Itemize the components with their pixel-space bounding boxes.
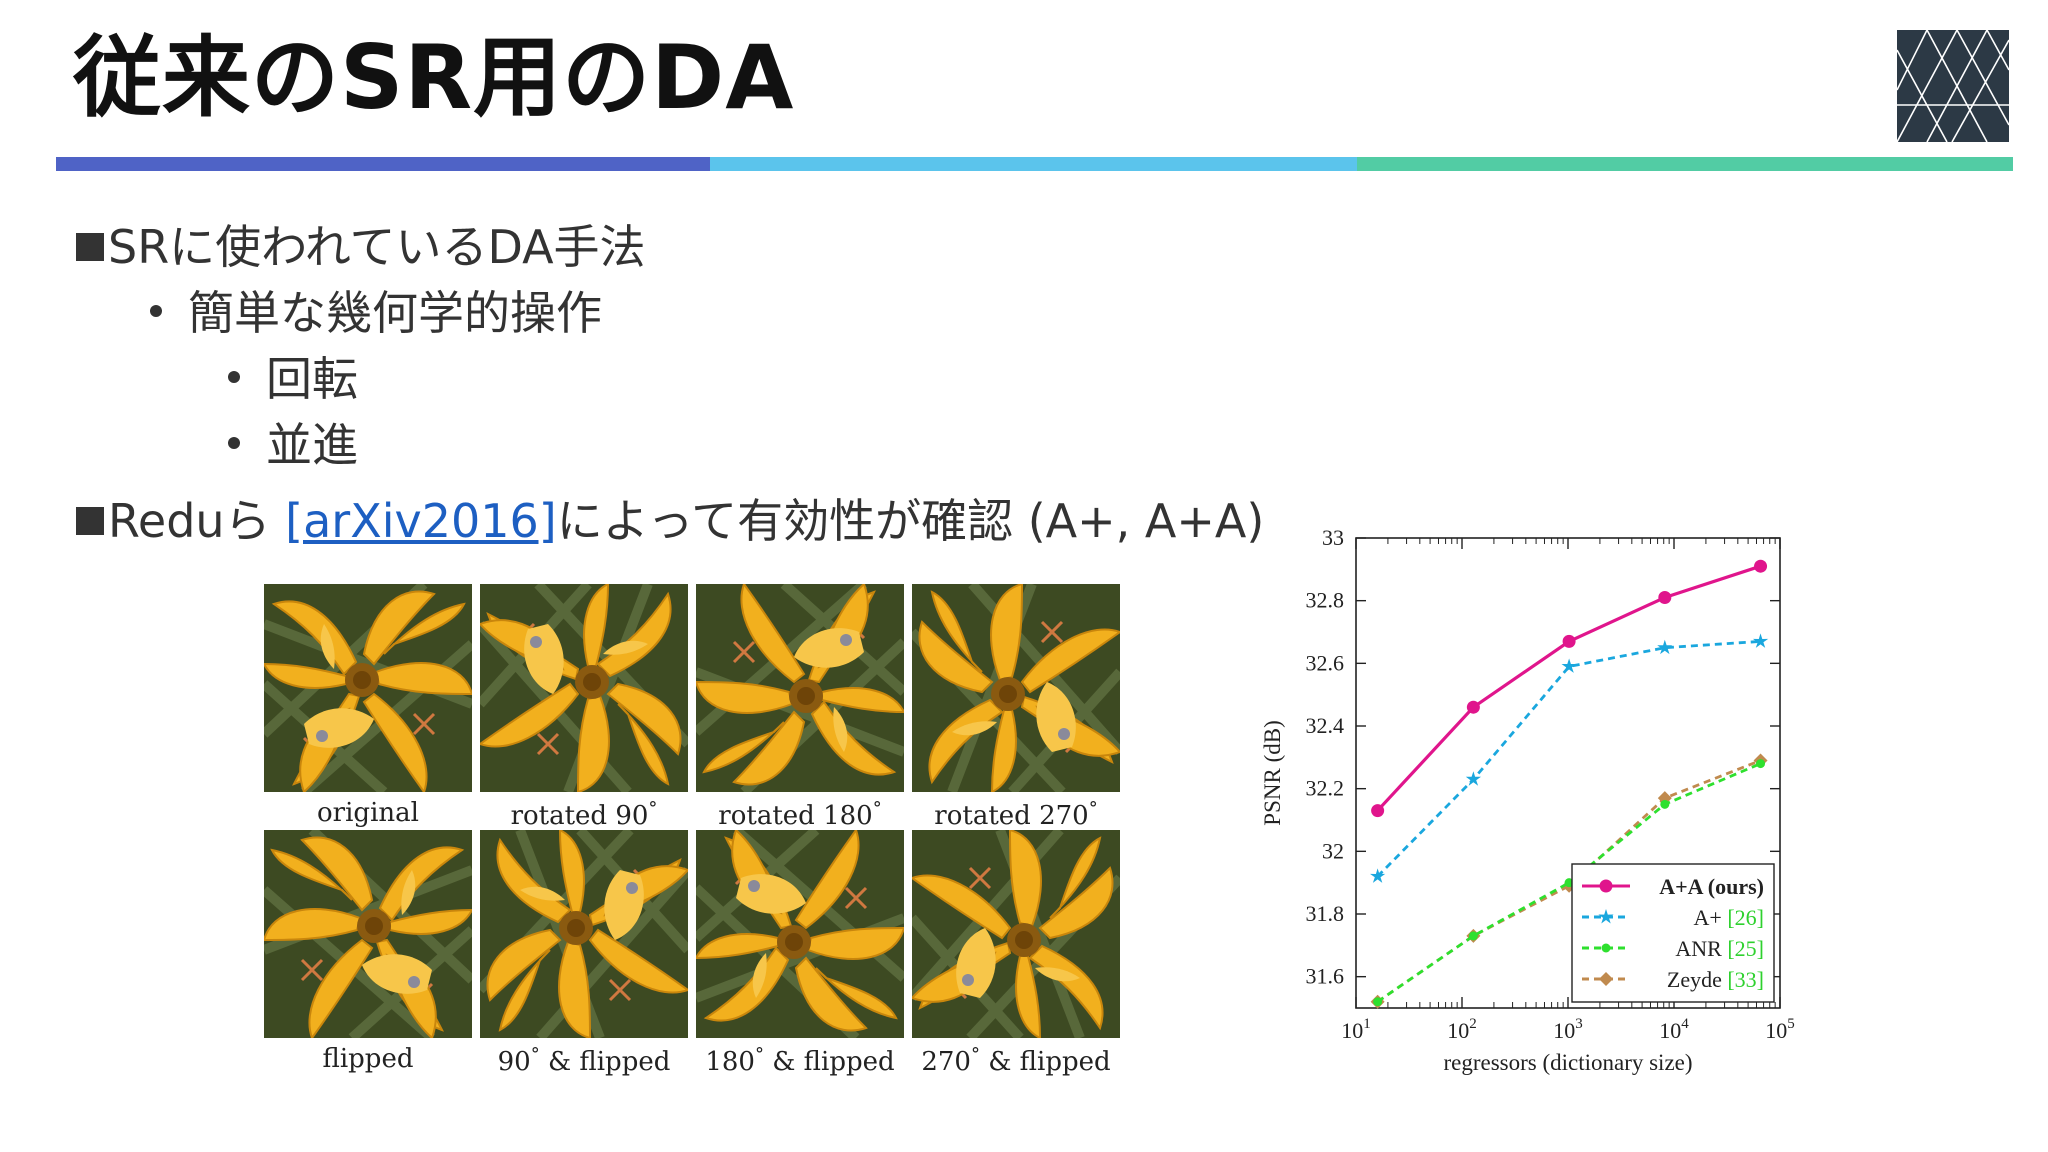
image-rotated-90	[480, 584, 688, 792]
legend-marker	[1601, 943, 1611, 953]
y-axis-label: PSNR (dB)	[1260, 720, 1285, 825]
image-90-flipped	[480, 830, 688, 1038]
accent-rule-green	[1357, 157, 2013, 171]
series-a-a-ours-	[1371, 559, 1768, 818]
data-point	[1754, 559, 1768, 573]
caption-original: original	[317, 798, 419, 828]
image-180-flipped	[696, 830, 904, 1038]
data-point	[1466, 700, 1480, 714]
y-tick-label: 31.8	[1306, 901, 1345, 926]
citation-link[interactable]: [arXiv2016]	[285, 494, 557, 548]
augmentation-figure: original rotated 90° rotated 180° rotate…	[264, 584, 1120, 1084]
data-point	[1561, 658, 1577, 673]
data-point	[1752, 633, 1769, 648]
legend-marker	[1599, 972, 1613, 986]
y-tick-label: 32	[1322, 838, 1344, 863]
y-tick-label: 32.4	[1306, 713, 1345, 738]
bullet-level3-translation: 並進	[228, 422, 358, 468]
bullet-text: 並進	[266, 418, 358, 472]
x-axis-label: regressors (dictionary size)	[1443, 1050, 1692, 1075]
caption-270-flipped: 270° & flipped	[921, 1044, 1111, 1077]
accent-rule-cyan	[710, 157, 1357, 171]
legend-label: Zeyde [33]	[1667, 967, 1764, 992]
psnr-chart: 101 102 103 104 105 31.6 31.8 32 32.2 32.4 32.6 32.…	[1260, 525, 1795, 1075]
x-tick-label: 101	[1341, 1016, 1371, 1043]
bullet-text: 簡単な幾何学的操作	[188, 286, 602, 340]
series-a-	[1370, 633, 1769, 883]
data-point	[1465, 771, 1481, 786]
image-original	[264, 584, 472, 792]
y-tick-label: 32.2	[1306, 776, 1345, 801]
data-point	[1756, 759, 1766, 769]
data-point	[1468, 931, 1478, 941]
data-point	[1660, 799, 1670, 809]
data-point	[1373, 997, 1383, 1007]
bullet-level1: SRに使われているDA手法	[76, 224, 646, 270]
data-point	[1657, 639, 1673, 655]
bullet-text: 回転	[266, 352, 358, 406]
image-flipped	[264, 830, 472, 1038]
bullet-level2: 簡単な幾何学的操作	[150, 290, 602, 336]
y-tick-label: 31.6	[1306, 964, 1345, 989]
series-line	[1376, 762, 1762, 1003]
series-line	[1376, 640, 1761, 878]
y-tick-label: 33	[1322, 525, 1344, 550]
legend-label: ANR [25]	[1675, 936, 1764, 961]
x-tick-label: 102	[1447, 1016, 1477, 1043]
bullet-level3-rotation: 回転	[228, 356, 358, 402]
legend-marker	[1599, 879, 1613, 893]
caption-rotated-270: rotated 270°	[934, 798, 1098, 831]
x-tick-label: 103	[1553, 1016, 1583, 1043]
x-tick-label: 104	[1659, 1016, 1689, 1043]
brand-logo	[1896, 29, 2010, 143]
image-rotated-180	[696, 584, 904, 792]
slide-title: 従来のSR用のDA	[73, 26, 795, 129]
dot-bullet-icon	[150, 305, 162, 317]
caption-flipped: flipped	[322, 1044, 414, 1074]
accent-rule-blue	[56, 157, 710, 171]
bullet-text: によって有効性が確認 (A+, A+A)	[556, 494, 1265, 548]
caption-90-flipped: 90° & flipped	[497, 1044, 671, 1077]
legend-marker	[1598, 909, 1614, 924]
bullet-level1-reference: Reduら [arXiv2016]によって有効性が確認 (A+, A+A)	[76, 498, 1264, 544]
data-point	[1371, 804, 1385, 818]
image-rotated-270	[912, 584, 1120, 792]
y-tick-label: 32.8	[1306, 588, 1345, 613]
legend-label: A+ [26]	[1694, 905, 1764, 930]
bullet-text: Reduら	[108, 494, 286, 548]
caption-rotated-180: rotated 180°	[718, 798, 882, 831]
x-tick-label: 105	[1765, 1016, 1795, 1043]
chart-legend: A+A (ours) A+ [26] ANR [25] Zeyde [33]	[1571, 863, 1775, 1003]
data-point	[1562, 634, 1576, 648]
square-bullet-icon	[76, 233, 104, 261]
caption-180-flipped: 180° & flipped	[705, 1044, 895, 1077]
dot-bullet-icon	[228, 437, 240, 449]
caption-rotated-90: rotated 90°	[510, 798, 658, 831]
square-bullet-icon	[76, 507, 104, 535]
image-270-flipped	[912, 830, 1120, 1038]
series-line	[1376, 564, 1761, 812]
data-point	[1658, 591, 1672, 605]
dot-bullet-icon	[228, 371, 240, 383]
y-tick-label: 32.6	[1306, 650, 1345, 675]
data-point	[1370, 868, 1386, 883]
legend-label: A+A (ours)	[1659, 874, 1764, 899]
bullet-text: SRに使われているDA手法	[108, 220, 646, 274]
